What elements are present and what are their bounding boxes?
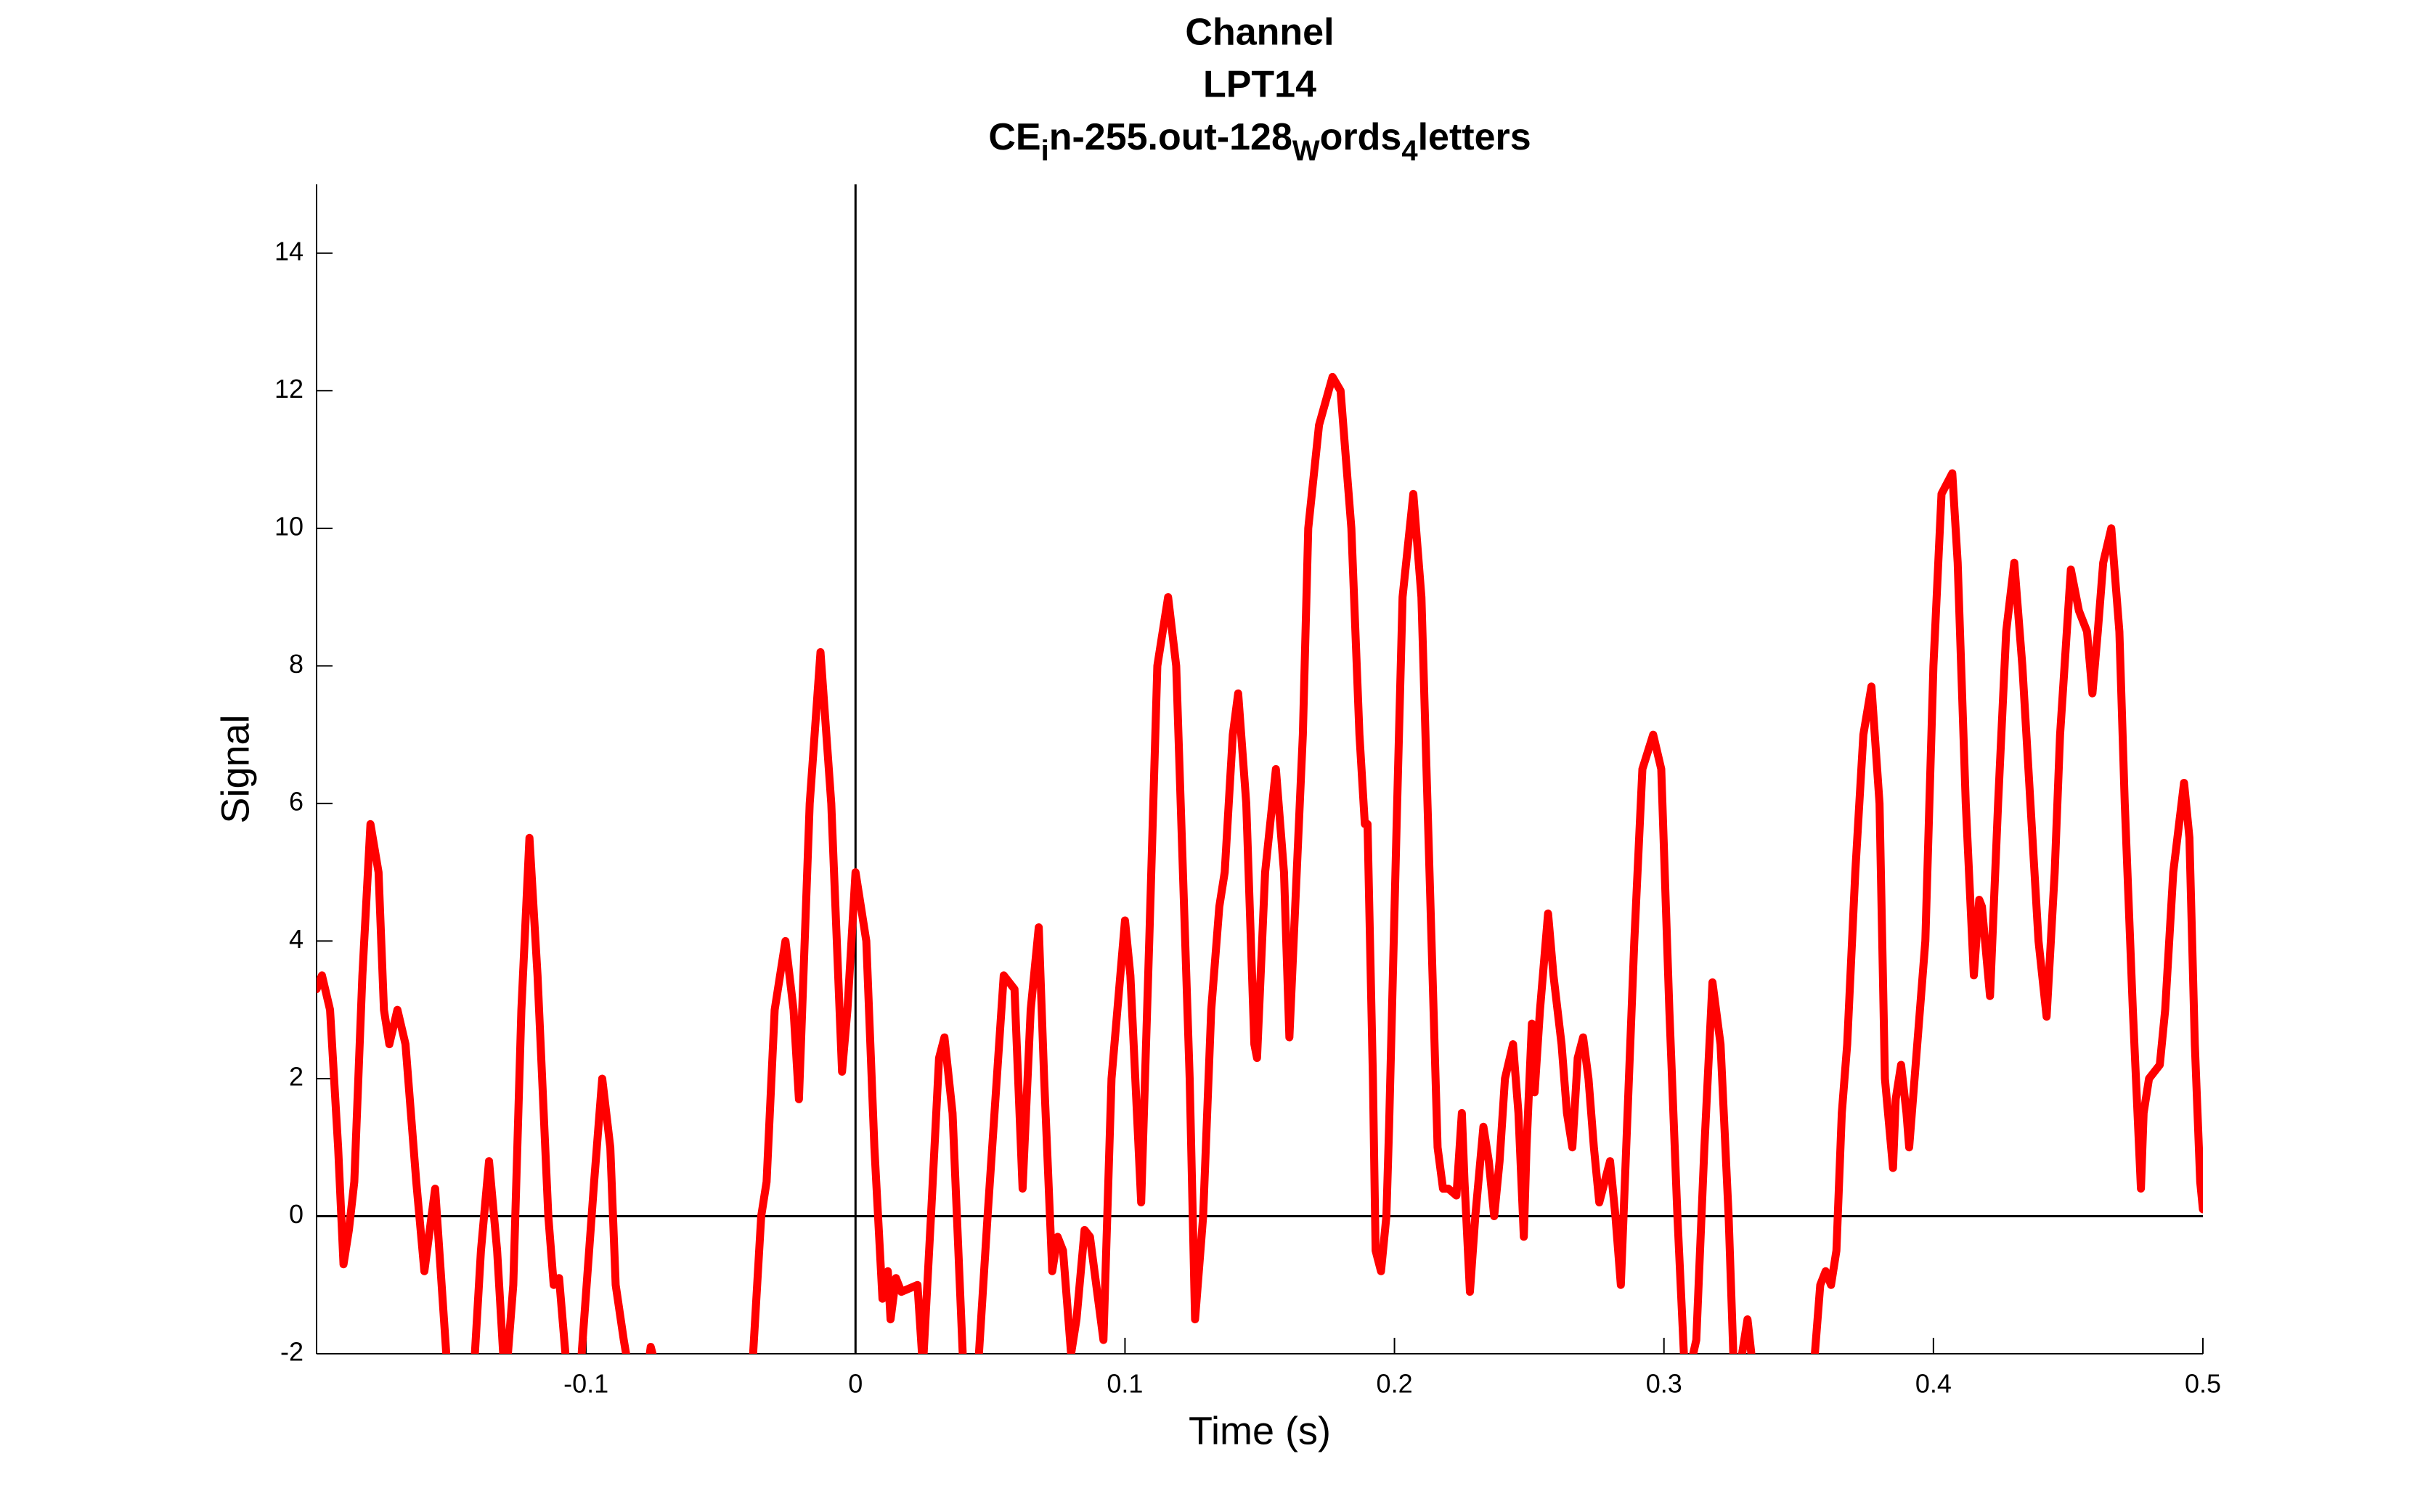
- plot-area: [317, 372, 2203, 1354]
- y-tick-label: -2: [280, 1337, 303, 1367]
- y-tick-label: 10: [274, 511, 303, 541]
- x-tick-label: 0: [848, 1369, 863, 1399]
- y-tick-label: 14: [274, 236, 303, 266]
- y-tick-label: 2: [289, 1061, 303, 1091]
- title-subscript: W: [1292, 135, 1320, 167]
- title-subscript: i: [1041, 135, 1049, 167]
- title-subscript: 4: [1401, 135, 1418, 167]
- title-segment: CE: [988, 116, 1040, 158]
- y-tick-label: 6: [289, 786, 303, 816]
- y-tick-label: 8: [289, 649, 303, 679]
- x-tick-label: -0.1: [563, 1369, 608, 1399]
- x-tick-label: 0.1: [1107, 1369, 1143, 1399]
- y-axis-label: Signal: [213, 714, 257, 823]
- y-tick-label: 4: [289, 924, 303, 954]
- chart-title: Channel: [1185, 12, 1334, 54]
- x-axis-label: Time (s): [1189, 1409, 1331, 1452]
- title-segment: letters: [1418, 116, 1531, 158]
- signal-line: [317, 372, 2203, 1354]
- x-tick-label: 0.5: [2185, 1369, 2221, 1399]
- title-segment: ords: [1320, 116, 1402, 158]
- title-segment: n-255.out-128: [1049, 116, 1292, 158]
- chart-title: LPT14: [1203, 64, 1316, 106]
- y-tick-label: 0: [289, 1199, 303, 1229]
- x-tick-label: 0.2: [1377, 1369, 1413, 1399]
- x-tick-label: 0.3: [1646, 1369, 1682, 1399]
- chart-title: CEin-255.out-128Words4letters: [988, 116, 1531, 167]
- y-tick-label: 12: [274, 374, 303, 404]
- x-tick-label: 0.4: [1915, 1369, 1952, 1399]
